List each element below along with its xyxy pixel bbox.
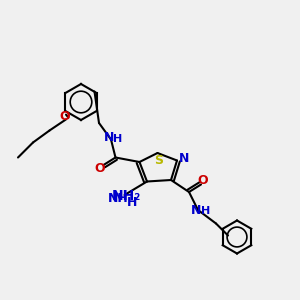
Text: NH₂: NH₂ [111, 190, 141, 203]
Text: N: N [179, 152, 190, 166]
Text: H: H [113, 134, 122, 144]
Text: N: N [104, 130, 115, 144]
Text: N: N [191, 203, 202, 217]
Text: H: H [201, 206, 210, 217]
Text: S: S [154, 154, 164, 167]
Text: H: H [127, 196, 137, 209]
Text: O: O [59, 110, 70, 124]
Text: O: O [197, 173, 208, 187]
Text: O: O [94, 161, 105, 175]
Text: NH: NH [108, 191, 129, 205]
